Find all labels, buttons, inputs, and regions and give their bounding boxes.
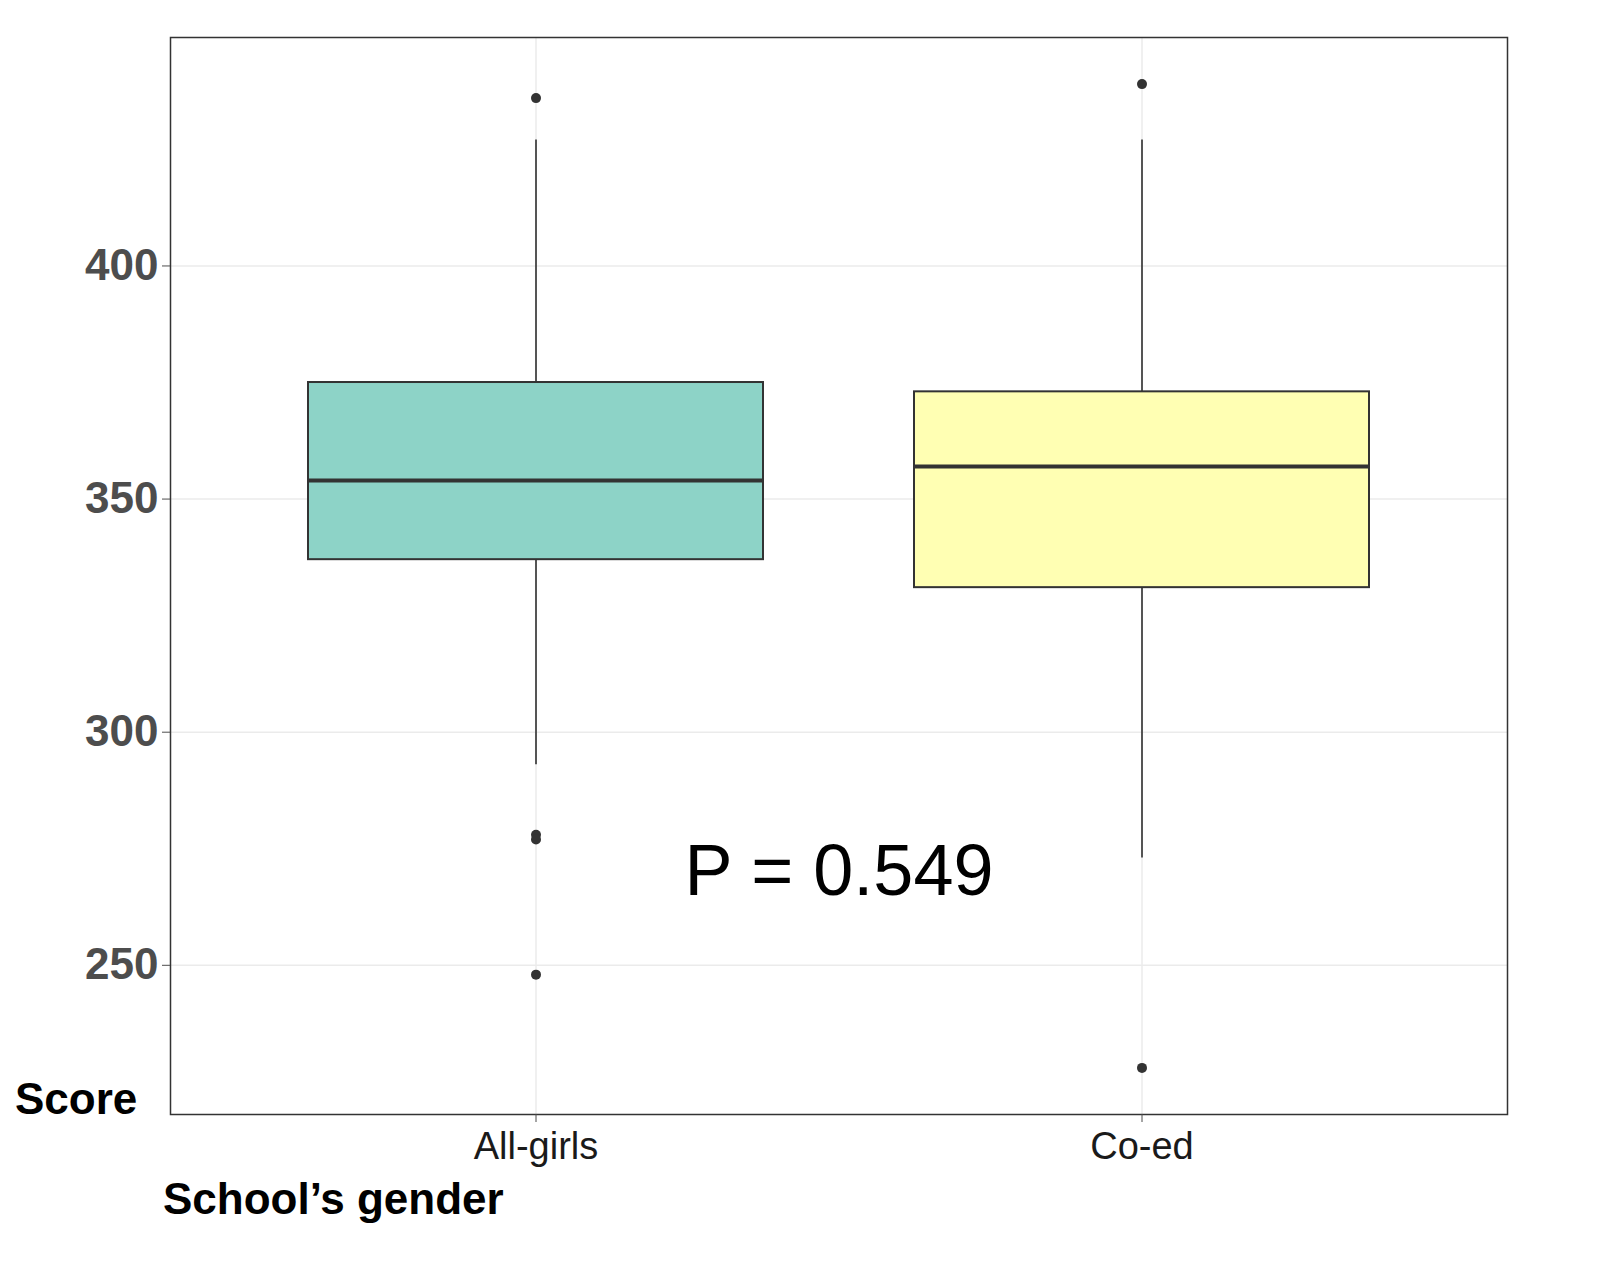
svg-text:P = 0.549: P = 0.549 [685, 830, 994, 910]
svg-text:All-girls: All-girls [474, 1125, 599, 1167]
html-text:Score: Score [15, 1074, 138, 1123]
svg-text:250: 250 [85, 939, 158, 988]
svg-text:350: 350 [85, 473, 158, 522]
svg-text:400: 400 [85, 240, 158, 289]
svg-text:300: 300 [85, 706, 158, 755]
svg-text:Co-ed: Co-ed [1090, 1125, 1194, 1167]
html-text:School’s gender: School’s gender [163, 1174, 504, 1223]
